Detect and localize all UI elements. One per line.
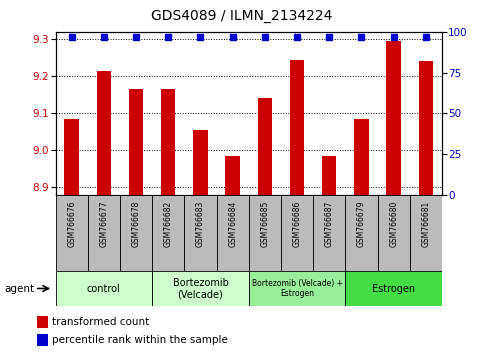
Text: Bortezomib (Velcade) +
Estrogen: Bortezomib (Velcade) + Estrogen — [252, 279, 342, 298]
Bar — [129, 89, 143, 195]
Text: GSM766682: GSM766682 — [164, 201, 173, 247]
Bar — [161, 89, 175, 195]
Bar — [193, 130, 208, 195]
Text: Bortezomib
(Velcade): Bortezomib (Velcade) — [172, 278, 228, 299]
Bar — [185, 195, 216, 271]
Bar — [56, 195, 88, 271]
Text: GSM766683: GSM766683 — [196, 201, 205, 247]
Bar — [322, 156, 337, 195]
Text: GSM766678: GSM766678 — [131, 201, 141, 247]
Bar — [216, 195, 249, 271]
Bar — [249, 195, 281, 271]
Bar — [120, 195, 152, 271]
Bar — [386, 41, 401, 195]
Text: GSM766681: GSM766681 — [421, 201, 430, 247]
Text: GSM766684: GSM766684 — [228, 201, 237, 247]
Text: transformed count: transformed count — [53, 317, 150, 327]
Bar — [37, 334, 48, 346]
Bar — [37, 316, 48, 328]
Bar — [226, 156, 240, 195]
Bar — [281, 195, 313, 271]
Text: GSM766679: GSM766679 — [357, 201, 366, 247]
Bar — [410, 195, 442, 271]
Text: GSM766676: GSM766676 — [67, 201, 76, 247]
Bar — [257, 98, 272, 195]
Text: GSM766680: GSM766680 — [389, 201, 398, 247]
Text: percentile rank within the sample: percentile rank within the sample — [53, 335, 228, 345]
Bar — [88, 195, 120, 271]
Text: agent: agent — [5, 284, 35, 293]
Bar — [419, 62, 433, 195]
Text: GDS4089 / ILMN_2134224: GDS4089 / ILMN_2134224 — [151, 9, 332, 23]
Text: Estrogen: Estrogen — [372, 284, 415, 293]
Bar — [152, 195, 185, 271]
Bar — [152, 271, 249, 306]
Text: control: control — [87, 284, 121, 293]
Bar — [345, 195, 378, 271]
Bar — [290, 59, 304, 195]
Text: GSM766686: GSM766686 — [293, 201, 301, 247]
Bar — [64, 119, 79, 195]
Bar — [56, 271, 152, 306]
Bar — [378, 195, 410, 271]
Bar — [97, 71, 111, 195]
Bar — [345, 271, 442, 306]
Bar — [313, 195, 345, 271]
Bar — [249, 271, 345, 306]
Bar — [354, 119, 369, 195]
Text: GSM766677: GSM766677 — [99, 201, 108, 247]
Text: GSM766685: GSM766685 — [260, 201, 270, 247]
Text: GSM766687: GSM766687 — [325, 201, 334, 247]
